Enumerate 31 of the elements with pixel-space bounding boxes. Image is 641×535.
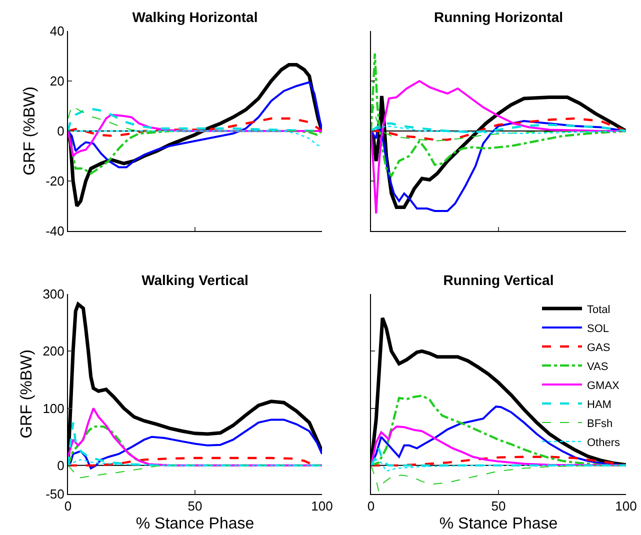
chart-title: Walking Vertical: [142, 272, 248, 288]
legend-label: Total: [587, 304, 610, 316]
legend-label: Others: [587, 436, 621, 449]
y-tick-label: 200: [42, 344, 64, 359]
x-tick-label: 100: [615, 498, 637, 514]
y-tick-label: 300: [42, 286, 64, 302]
y-tick-label: -40: [46, 224, 64, 239]
legend-label: GMAX: [587, 380, 620, 392]
y-tick-label: -50: [46, 486, 64, 502]
x-tick-label: 50: [491, 498, 506, 514]
legend-label: GAS: [587, 342, 610, 354]
chart-title: Running Vertical: [443, 272, 554, 288]
y-axis-title: GRF (%BW): [22, 86, 39, 176]
x-axis-title: % Stance Phase: [439, 515, 558, 532]
y-tick-label: -20: [46, 174, 64, 189]
x-tick-label: 0: [367, 498, 375, 514]
legend-label: HAM: [587, 398, 612, 411]
y-tick-label: 0: [57, 124, 64, 139]
x-tick-label: 50: [188, 498, 202, 514]
y-axis-title: GRF (%BW): [18, 350, 36, 438]
x-axis-title: % Stance Phase: [136, 515, 254, 532]
legend-label: SOL: [587, 322, 610, 335]
y-tick-label: 0: [57, 458, 64, 473]
y-tick-label: 100: [42, 400, 64, 416]
chart-title: Walking Horizontal: [132, 8, 258, 25]
chart-title: Running Horizontal: [434, 8, 564, 25]
legend-label: VAS: [587, 360, 608, 373]
y-tick-label: 20: [50, 74, 64, 89]
y-tick-label: 40: [50, 24, 64, 39]
legend-label: BFsh: [587, 418, 613, 430]
x-tick-label: 100: [311, 498, 333, 514]
